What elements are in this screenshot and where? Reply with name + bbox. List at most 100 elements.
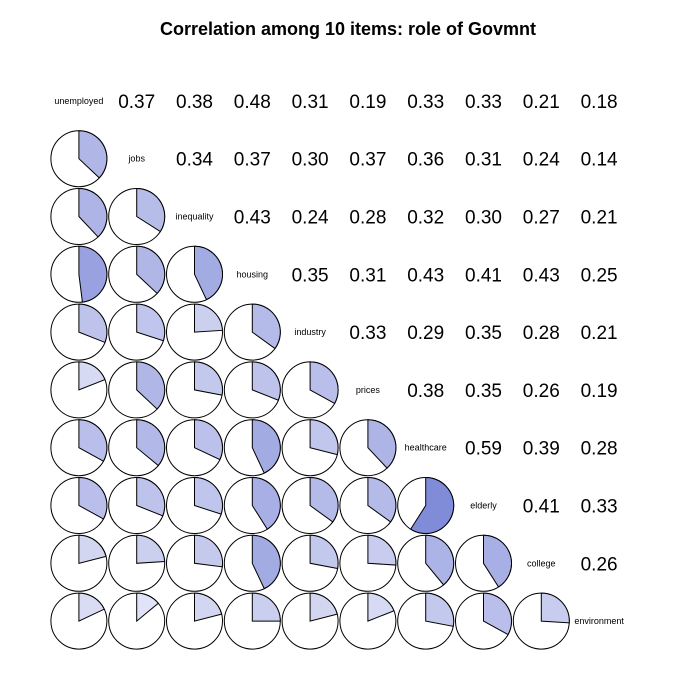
cor-value-prices-environment: 0.19 xyxy=(581,381,618,402)
cor-value-inequality-environment: 0.21 xyxy=(581,208,618,229)
cor-value-inequality-healthcare: 0.32 xyxy=(407,208,444,229)
pie-slice-elderly-jobs xyxy=(136,476,166,517)
pie-slice-environment-prices xyxy=(367,592,395,622)
diagonal-label-industry: industry xyxy=(294,327,326,337)
pie-slice-healthcare-jobs xyxy=(136,419,166,467)
pie-slice-college-housing xyxy=(251,534,281,590)
cor-value-prices-healthcare: 0.38 xyxy=(407,381,444,402)
pie-slice-housing-inequality xyxy=(194,245,223,301)
cor-value-jobs-industry: 0.30 xyxy=(292,150,329,171)
diagonal-label-prices: prices xyxy=(356,385,381,395)
pie-slice-healthcare-industry xyxy=(309,419,339,456)
cor-value-unemployed-elderly: 0.33 xyxy=(465,92,502,113)
cor-value-industry-environment: 0.21 xyxy=(581,323,618,344)
diagonal-label-environment: environment xyxy=(574,616,624,626)
pie-slice-healthcare-prices xyxy=(367,419,397,469)
pie-slice-environment-industry xyxy=(309,592,338,622)
cor-value-jobs-prices: 0.37 xyxy=(349,150,386,171)
pie-slice-healthcare-inequality xyxy=(194,419,223,461)
pie-slice-industry-jobs xyxy=(136,303,166,342)
pie-slice-elderly-prices xyxy=(367,476,397,523)
cor-value-elderly-college: 0.41 xyxy=(523,497,560,518)
pie-slice-healthcare-unemployed xyxy=(78,419,108,462)
cor-value-unemployed-college: 0.21 xyxy=(523,92,560,113)
pie-slice-prices-housing xyxy=(251,361,281,401)
pie-slice-elderly-industry xyxy=(309,476,339,523)
pie-slice-college-jobs xyxy=(136,534,166,564)
cor-value-housing-environment: 0.25 xyxy=(581,265,618,286)
cor-value-elderly-environment: 0.33 xyxy=(581,497,618,518)
cor-value-unemployed-prices: 0.19 xyxy=(349,92,386,113)
cor-value-unemployed-jobs: 0.37 xyxy=(118,92,155,113)
pie-slice-housing-unemployed xyxy=(78,245,108,303)
correlation-cells: unemployed 0.37 0.38 0.48 0.31 0.19 0.33 0.33 0.… xyxy=(50,92,624,650)
pie-slice-elderly-housing xyxy=(251,476,281,530)
cor-value-industry-college: 0.28 xyxy=(523,323,560,344)
cor-value-housing-elderly: 0.41 xyxy=(465,265,502,286)
cor-value-industry-healthcare: 0.29 xyxy=(407,323,444,344)
pie-slice-environment-healthcare xyxy=(425,592,455,627)
cor-value-inequality-college: 0.27 xyxy=(523,208,560,229)
cor-value-industry-prices: 0.33 xyxy=(349,323,386,344)
cor-value-unemployed-healthcare: 0.33 xyxy=(407,92,444,113)
pie-slice-prices-inequality xyxy=(194,361,223,396)
pie-slice-college-healthcare xyxy=(425,534,455,586)
pie-slice-college-inequality xyxy=(194,534,223,568)
pie-slice-environment-inequality xyxy=(194,592,223,622)
cor-value-jobs-inequality: 0.34 xyxy=(176,150,213,171)
pie-slice-jobs-unemployed xyxy=(78,130,108,179)
pie-slice-industry-inequality xyxy=(194,303,223,333)
cor-value-jobs-housing: 0.37 xyxy=(234,150,271,171)
cor-value-unemployed-environment: 0.18 xyxy=(581,92,618,113)
pie-slice-environment-elderly xyxy=(483,592,512,636)
cor-value-housing-industry: 0.35 xyxy=(292,265,329,286)
pie-slice-elderly-healthcare xyxy=(410,476,455,534)
cor-value-housing-prices: 0.31 xyxy=(349,265,386,286)
pie-slice-industry-unemployed xyxy=(78,303,108,344)
cor-value-inequality-industry: 0.24 xyxy=(292,208,329,229)
pie-slice-healthcare-housing xyxy=(251,419,281,474)
diagonal-label-housing: housing xyxy=(237,269,269,279)
cor-value-unemployed-inequality: 0.38 xyxy=(176,92,213,113)
diagonal-label-elderly: elderly xyxy=(470,501,497,511)
pie-slice-college-elderly xyxy=(483,534,512,588)
cor-value-prices-elderly: 0.35 xyxy=(465,381,502,402)
pie-slice-industry-housing xyxy=(251,303,281,350)
diagonal-label-unemployed: unemployed xyxy=(54,96,103,106)
cor-value-housing-college: 0.43 xyxy=(523,265,560,286)
cor-value-housing-healthcare: 0.43 xyxy=(407,265,444,286)
pie-slice-housing-jobs xyxy=(136,245,166,295)
pie-slice-prices-industry xyxy=(309,361,339,405)
pie-slice-college-prices xyxy=(367,534,397,566)
chart-title: Correlation among 10 items: role of Govm… xyxy=(160,19,536,39)
pie-slice-environment-unemployed xyxy=(78,592,105,622)
cor-value-college-environment: 0.26 xyxy=(581,554,618,575)
cor-value-healthcare-college: 0.39 xyxy=(523,439,560,460)
pie-slice-elderly-unemployed xyxy=(78,476,108,520)
pie-slice-prices-unemployed xyxy=(78,361,106,391)
cor-value-inequality-elderly: 0.30 xyxy=(465,208,502,229)
pie-slice-prices-jobs xyxy=(136,361,166,410)
pie-slice-environment-college xyxy=(540,592,570,624)
cor-value-inequality-prices: 0.28 xyxy=(349,208,386,229)
cor-value-jobs-healthcare: 0.36 xyxy=(407,150,444,171)
pie-slice-environment-housing xyxy=(251,592,281,622)
cor-value-unemployed-housing: 0.48 xyxy=(234,92,271,113)
diagonal-label-inequality: inequality xyxy=(175,212,214,222)
cor-value-healthcare-environment: 0.28 xyxy=(581,439,618,460)
cor-value-healthcare-elderly: 0.59 xyxy=(465,439,502,460)
cor-value-inequality-housing: 0.43 xyxy=(234,208,271,229)
pie-slice-elderly-inequality xyxy=(194,476,223,515)
pie-slice-college-industry xyxy=(309,534,339,570)
diagonal-label-healthcare: healthcare xyxy=(405,443,447,453)
cor-value-jobs-elderly: 0.31 xyxy=(465,150,502,171)
pie-slice-environment-jobs xyxy=(136,592,159,623)
pie-slice-inequality-jobs xyxy=(136,187,166,233)
pie-slice-inequality-unemployed xyxy=(78,187,108,238)
diagonal-label-jobs: jobs xyxy=(127,154,145,164)
cor-value-industry-elderly: 0.35 xyxy=(465,323,502,344)
pie-slice-college-unemployed xyxy=(78,534,107,564)
cor-value-jobs-environment: 0.14 xyxy=(581,150,618,171)
diagonal-label-college: college xyxy=(527,558,556,568)
